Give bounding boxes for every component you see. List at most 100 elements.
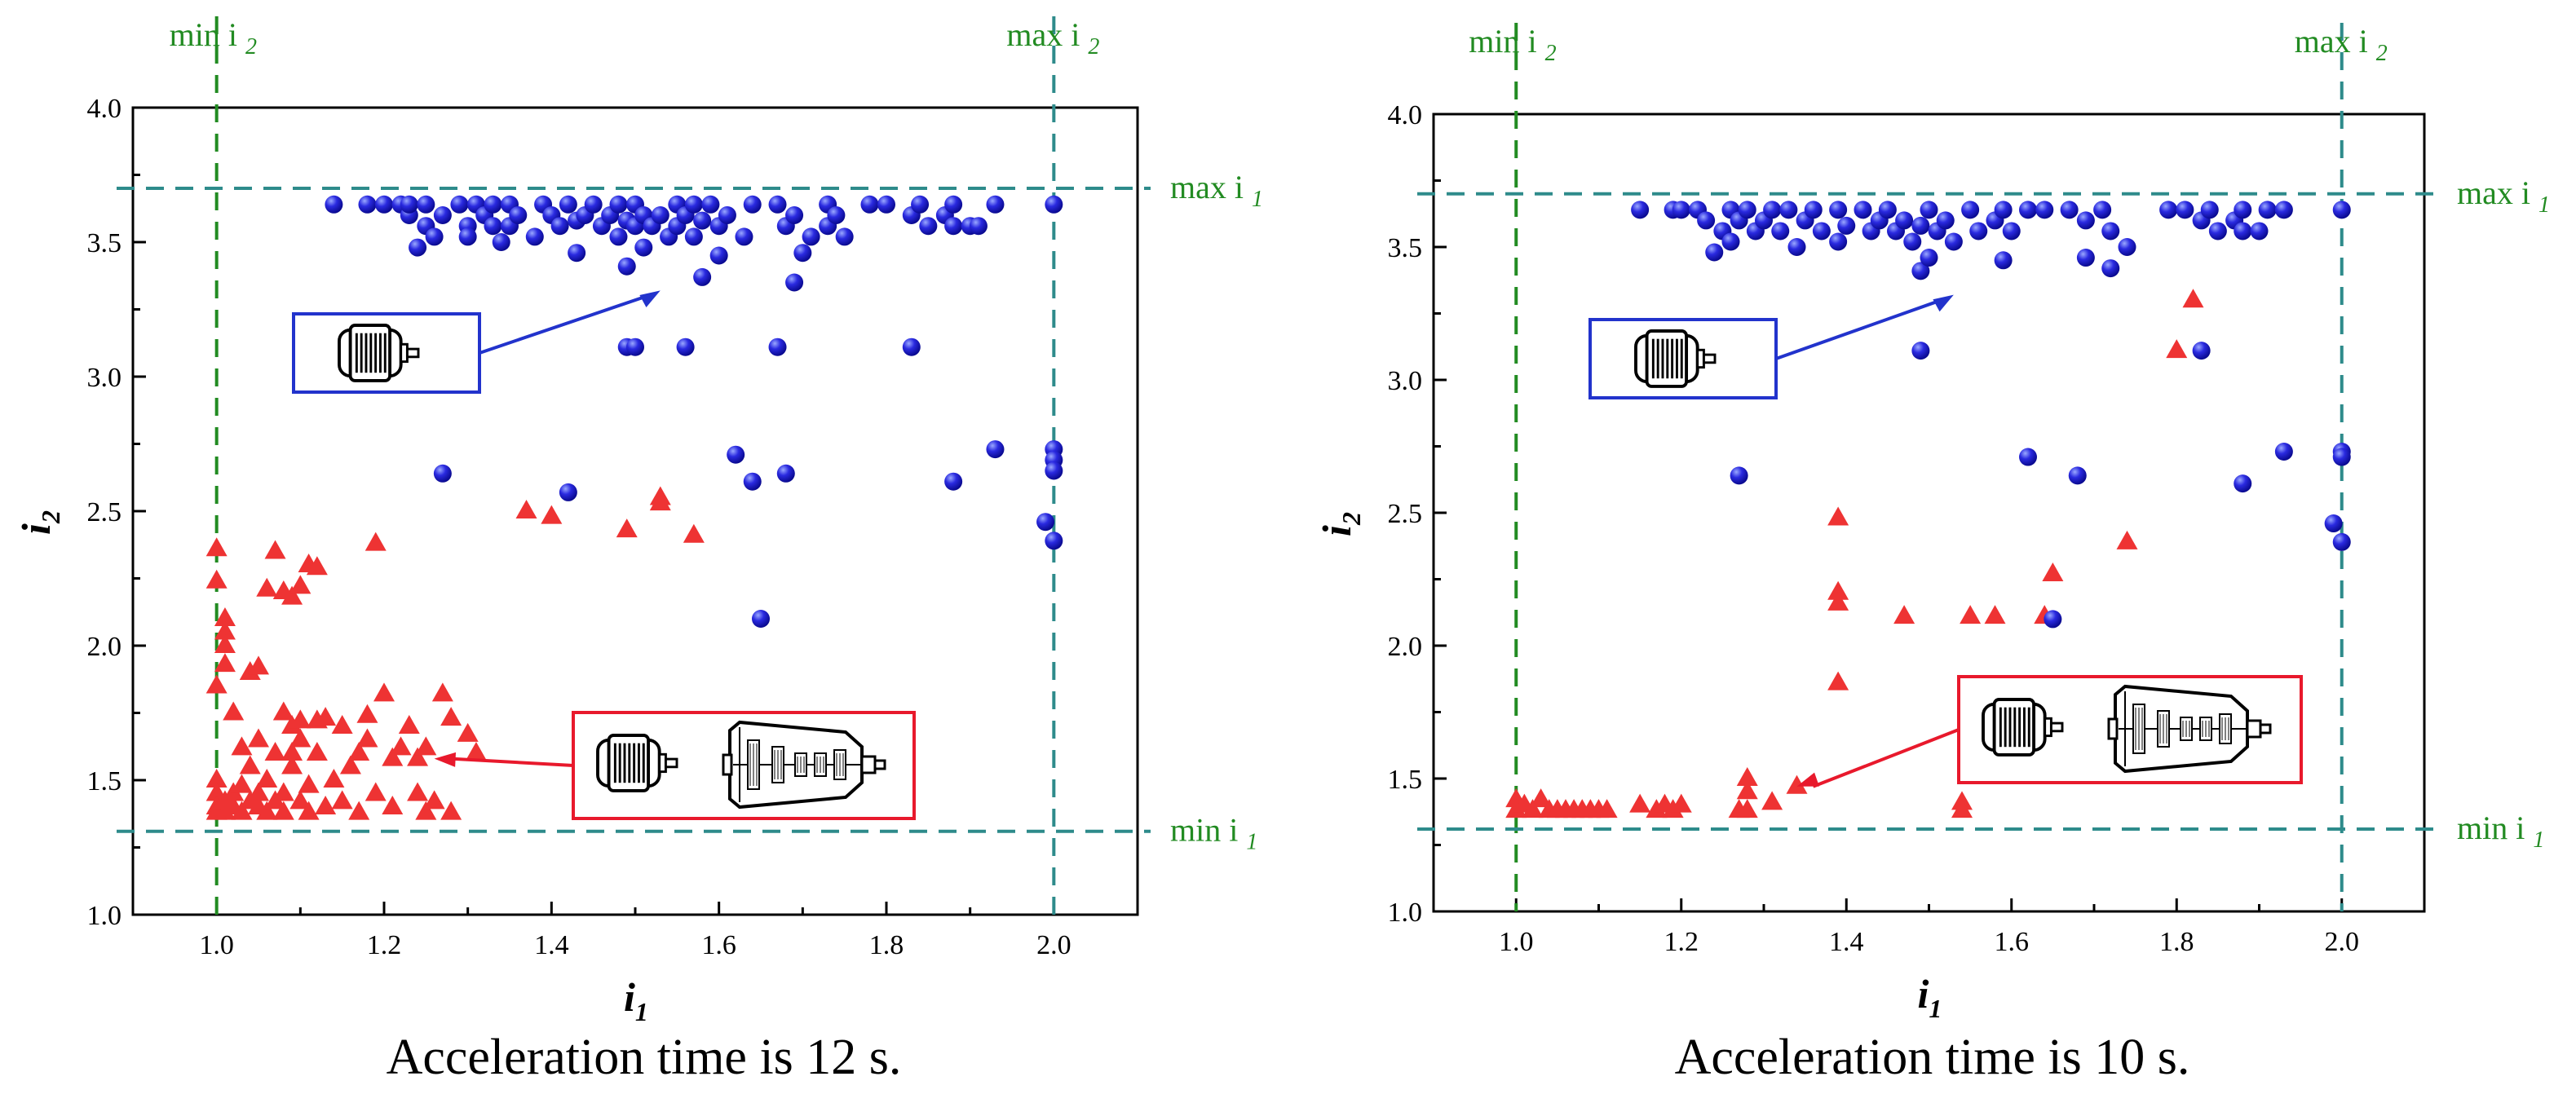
ref-line-min-i2-label-sub: 2 bbox=[245, 34, 257, 60]
triangle-point bbox=[256, 577, 278, 597]
circle-point bbox=[1812, 222, 1831, 240]
gearbox-icon-output-shaft bbox=[2246, 719, 2262, 739]
triangle-point bbox=[1960, 605, 1982, 624]
caption-12s: Acceleration time is 12 s. bbox=[386, 1030, 902, 1085]
circle-point bbox=[1804, 201, 1823, 219]
triangle-point bbox=[248, 655, 269, 675]
caption-10s: Acceleration time is 10 s. bbox=[1674, 1030, 2190, 1085]
circle-point bbox=[944, 217, 963, 236]
triangle-point bbox=[348, 801, 370, 820]
ref-line-min-i1-label: min i 1 bbox=[2457, 810, 2544, 853]
circle-point bbox=[693, 211, 712, 230]
x-axis: 1.0 1.2 1.4 1.6 1.8 2.0 bbox=[1432, 898, 2426, 957]
triangle-point bbox=[214, 653, 236, 673]
circle-point bbox=[609, 227, 628, 246]
circle-point bbox=[986, 440, 1005, 459]
circle-point bbox=[2176, 201, 2194, 219]
ref-line-max-i1-label-sub: 1 bbox=[2538, 192, 2550, 218]
x-tick-label: 2.0 bbox=[1036, 930, 1071, 960]
circle-point bbox=[1878, 201, 1897, 219]
circle-point bbox=[1829, 232, 1848, 251]
ref-line-max-i2-label-main: max i bbox=[1006, 16, 1088, 53]
motor-icon-shaft bbox=[664, 757, 678, 769]
triangle-point bbox=[465, 742, 487, 761]
motor-icon bbox=[596, 734, 678, 792]
circle-point bbox=[2044, 610, 2062, 629]
circle-point bbox=[1763, 201, 1782, 219]
circle-point bbox=[2019, 201, 2037, 219]
circle-point bbox=[793, 244, 812, 263]
circle-point bbox=[2192, 342, 2211, 360]
ref-line-min-i1-label-sub: 1 bbox=[1246, 830, 1257, 855]
triangle-point bbox=[2182, 289, 2204, 308]
triangle-point bbox=[348, 742, 370, 761]
y-axis-label-sub: 2 bbox=[1337, 512, 1366, 526]
triangle-point bbox=[231, 774, 253, 793]
circle-point bbox=[1672, 201, 1690, 219]
circle-point bbox=[969, 217, 988, 236]
triangle-point bbox=[1761, 791, 1783, 810]
circle-point bbox=[727, 445, 745, 464]
circle-point bbox=[409, 238, 427, 257]
circle-point bbox=[2159, 201, 2178, 219]
circle-point bbox=[877, 195, 895, 214]
circle-point bbox=[1771, 222, 1790, 240]
circle-point bbox=[835, 227, 854, 246]
triangle-point bbox=[205, 537, 228, 557]
motor-only-arrow bbox=[479, 293, 650, 355]
triangle-point bbox=[423, 790, 445, 810]
triangle-point bbox=[382, 747, 404, 766]
circle-point bbox=[1944, 232, 1963, 251]
triangle-point bbox=[390, 736, 412, 756]
triangle-point bbox=[264, 540, 286, 559]
triangle-point bbox=[2166, 339, 2188, 359]
gearbox-arrow bbox=[450, 757, 574, 767]
annotations bbox=[1588, 294, 2303, 788]
circle-point bbox=[559, 195, 577, 214]
circle-point bbox=[768, 338, 787, 356]
triangle-point bbox=[616, 518, 638, 538]
y-axis-label-group: i2 bbox=[13, 510, 65, 535]
triangle-point bbox=[1827, 506, 1849, 526]
circle-point bbox=[325, 195, 343, 214]
circle-point bbox=[450, 195, 469, 214]
triangle-point bbox=[407, 782, 429, 801]
circle-point bbox=[2200, 201, 2219, 219]
triangle-point bbox=[298, 801, 320, 820]
series-motor-only bbox=[1631, 201, 2351, 629]
circle-point bbox=[2068, 466, 2087, 485]
triangle-point bbox=[331, 715, 353, 734]
circle-point bbox=[651, 206, 669, 224]
triangle-point bbox=[289, 575, 312, 594]
circle-point bbox=[2093, 201, 2112, 219]
ref-line-min-i1-label-sub: 1 bbox=[2533, 827, 2544, 853]
triangle-point bbox=[256, 769, 278, 788]
series-motor-with-gearbox bbox=[205, 486, 705, 820]
circle-point bbox=[986, 195, 1005, 214]
motor-icon bbox=[1982, 698, 2064, 757]
gearbox-arrowhead bbox=[434, 752, 457, 767]
circle-point bbox=[2101, 259, 2120, 278]
circle-point bbox=[2332, 532, 2351, 551]
gearbox-icon-output-shaft bbox=[860, 755, 877, 774]
circle-point bbox=[944, 472, 963, 491]
triangle-point bbox=[205, 674, 228, 694]
circle-point bbox=[1961, 201, 1980, 219]
triangle-point bbox=[1629, 793, 1651, 813]
triangle-point bbox=[457, 722, 479, 742]
triangle-point bbox=[248, 728, 269, 748]
x-axis-label-main: i bbox=[1918, 971, 1929, 1017]
circle-point bbox=[584, 195, 603, 214]
x-axis-label-main: i bbox=[624, 974, 635, 1020]
triangle-point bbox=[365, 532, 387, 551]
triangle-point bbox=[248, 782, 269, 801]
circle-point bbox=[860, 195, 879, 214]
circle-point bbox=[1911, 262, 1930, 280]
x-tick-label: 1.0 bbox=[199, 930, 234, 960]
triangle-point bbox=[398, 715, 420, 734]
motor-icon-shaft bbox=[1702, 353, 1717, 364]
gearbox-icon-output-key bbox=[873, 759, 886, 770]
triangle-point bbox=[231, 801, 253, 820]
circle-point bbox=[1697, 211, 1716, 230]
circle-point bbox=[484, 217, 502, 236]
